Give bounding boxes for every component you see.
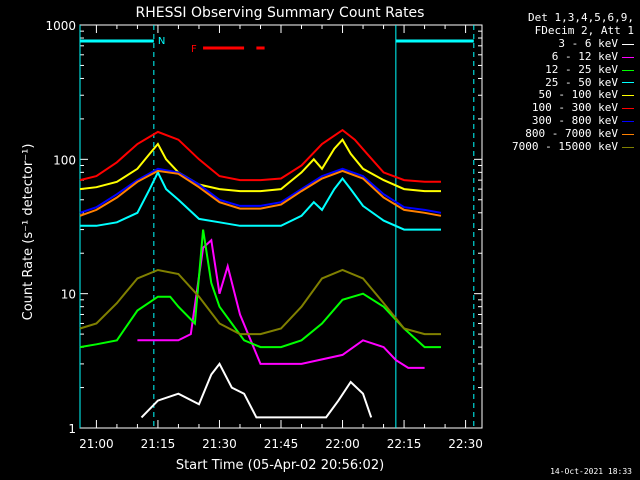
legend-entry-label: 3 - 6 keV	[558, 36, 618, 50]
legend-swatch	[622, 43, 634, 45]
y-tick-label: 10	[61, 288, 76, 302]
legend-entry-label: 100 - 300 keV	[531, 101, 618, 115]
series-line-7000-15000-kev	[79, 268, 441, 336]
y-tick-label: 100	[53, 153, 76, 167]
legend-entry: 7000 - 15000 keV	[484, 140, 634, 154]
legend-swatch	[622, 108, 634, 110]
legend-entry-label: 50 - 100 keV	[538, 88, 618, 102]
legend-swatch	[622, 147, 634, 149]
timestamp: 14-Oct-2021 18:33	[550, 467, 632, 476]
legend-rows: 3 - 6 keV 6 - 12 keV 12 - 25 keV 25 - 50 ke…	[484, 36, 634, 154]
y-tick-label: 1000	[45, 19, 76, 33]
tick-labels: 1 10 100 1000 21:00 21:15 21:30 21:45 22:00 22:15…	[45, 19, 482, 451]
series-line-3-6-kev	[140, 362, 373, 419]
y-axis-label: Count Rate (s⁻¹ detector⁻¹)	[21, 144, 36, 321]
night-label: N	[158, 36, 165, 47]
legend-swatch	[622, 69, 634, 71]
legend-entry: 100 - 300 keV	[484, 101, 634, 115]
x-tick-label: 22:00	[325, 437, 360, 451]
legend-entry: 300 - 800 keV	[484, 114, 634, 128]
legend: Det 1,3,4,5,6,9, FDecim 2, Att 1 3 - 6 k…	[484, 11, 634, 154]
legend-entry: 800 - 7000 keV	[484, 127, 634, 141]
legend-entry: 12 - 25 keV	[484, 62, 634, 77]
legend-entry-label: 800 - 7000 keV	[525, 127, 618, 141]
series-line-300-800-kev	[79, 167, 442, 214]
x-tick-label: 21:30	[202, 437, 237, 451]
legend-swatch	[622, 121, 634, 123]
series-line-12-25-kev	[79, 229, 441, 349]
flare-label: F	[191, 44, 197, 55]
chart-title: RHESSI Observing Summary Count Rates	[136, 5, 425, 21]
legend-entry-label: 6 - 12 keV	[551, 49, 618, 63]
x-tick-label: 21:15	[141, 437, 176, 451]
x-axis-label: Start Time (05-Apr-02 20:56:02)	[176, 458, 384, 473]
x-tick-label: 21:45	[264, 437, 299, 451]
series-line-50-100-kev	[79, 138, 441, 193]
legend-swatch	[622, 56, 634, 58]
legend-swatch	[622, 134, 634, 136]
legend-swatch	[622, 95, 634, 97]
legend-entry-label: 300 - 800 keV	[531, 114, 618, 128]
y-tick-label: 1	[68, 422, 76, 436]
x-tick-label: 22:15	[387, 437, 422, 451]
legend-entry: 6 - 12 keV	[484, 49, 634, 64]
legend-entry: 50 - 100 keV	[484, 89, 634, 102]
series-line-25-50-kev	[80, 170, 441, 231]
legend-entry-label: 25 - 50 keV	[545, 75, 618, 89]
series-group	[79, 128, 442, 419]
legend-entry-label: 12 - 25 keV	[545, 62, 618, 76]
x-tick-label: 21:00	[79, 437, 114, 451]
series-line-800-7000-kev	[79, 169, 442, 217]
x-tick-label: 22:30	[448, 437, 483, 451]
legend-entry: 25 - 50 keV	[484, 75, 634, 90]
series-line-6-12-kev	[137, 238, 425, 369]
legend-header-line-2: FDecim 2, Att 1	[534, 23, 634, 37]
series-line-100-300-kev	[79, 128, 441, 183]
legend-swatch	[622, 82, 634, 84]
legend-entry-label: 7000 - 15000 keV	[512, 140, 618, 154]
legend-header-line-1: Det 1,3,4,5,6,9,	[528, 11, 634, 24]
legend-entry: 3 - 6 keV	[484, 36, 634, 51]
